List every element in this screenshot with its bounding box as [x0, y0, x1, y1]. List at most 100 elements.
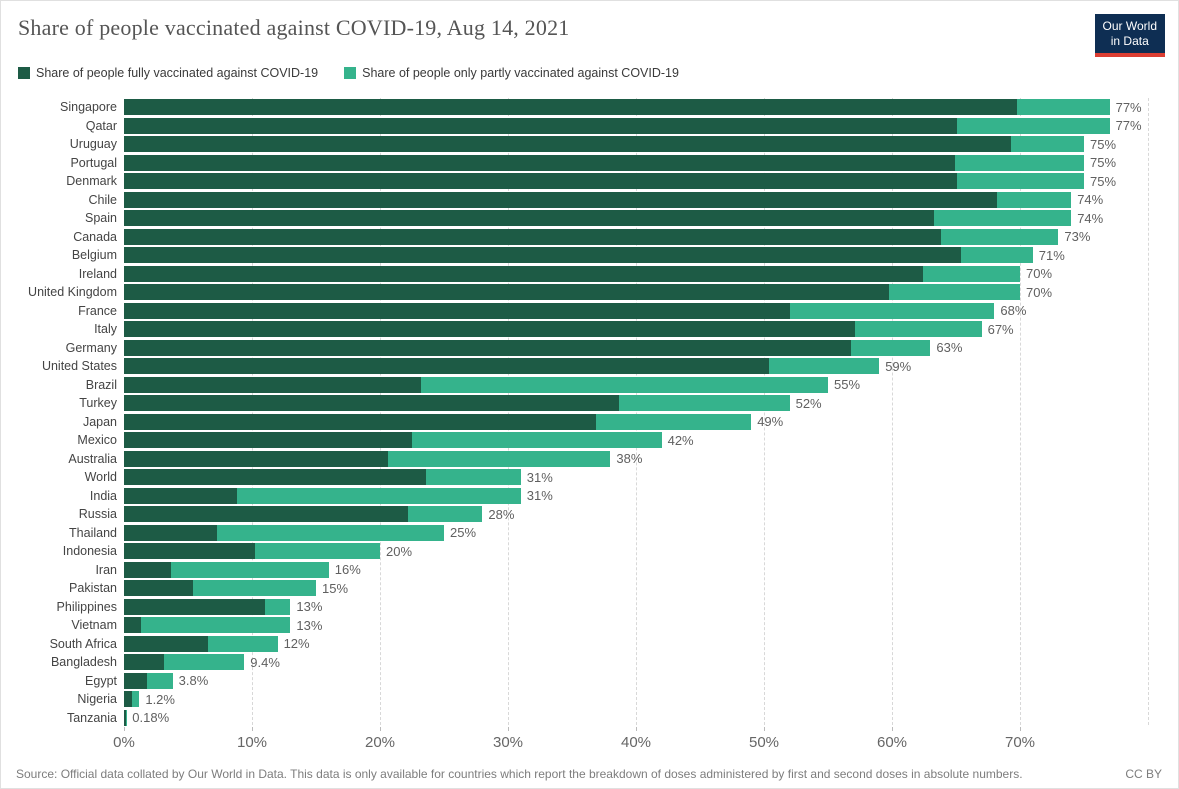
- bar-segment-partly[interactable]: [131, 691, 140, 708]
- bar-segment-fully[interactable]: [124, 561, 172, 578]
- bar-segment-partly[interactable]: [387, 450, 611, 467]
- bar-segment-partly[interactable]: [954, 154, 1084, 171]
- bar-segment-fully[interactable]: [124, 598, 265, 615]
- bar-segment-partly[interactable]: [217, 524, 444, 541]
- bar-segment-partly[interactable]: [163, 654, 245, 671]
- bar-segment-fully[interactable]: [124, 265, 923, 282]
- bar-segment-partly[interactable]: [789, 302, 995, 319]
- bar-track: 16%: [124, 561, 1178, 578]
- bar-segment-partly[interactable]: [408, 506, 483, 523]
- bar-segment-fully[interactable]: [124, 154, 955, 171]
- bar-track: 68%: [124, 302, 1178, 319]
- country-label: Turkey: [79, 396, 117, 411]
- bar-row: United States 59%: [1, 357, 1178, 376]
- bar-segment-partly[interactable]: [854, 321, 982, 338]
- country-label: Iran: [95, 562, 117, 577]
- bar-segment-fully[interactable]: [124, 635, 209, 652]
- bar-segment-fully[interactable]: [124, 358, 770, 375]
- value-label: 13%: [296, 617, 323, 633]
- bar-segment-partly[interactable]: [420, 376, 828, 393]
- bar-segment-partly[interactable]: [254, 543, 380, 560]
- bar-segment-fully[interactable]: [124, 617, 141, 634]
- bar-segment-fully[interactable]: [124, 228, 941, 245]
- bar-segment-fully[interactable]: [124, 117, 958, 134]
- license-link[interactable]: CC BY: [1125, 767, 1162, 781]
- bar-segment-fully[interactable]: [124, 247, 962, 264]
- country-label: Egypt: [85, 673, 117, 688]
- bar-segment-partly[interactable]: [961, 247, 1033, 264]
- bar-segment-partly[interactable]: [769, 358, 880, 375]
- bar-segment-partly[interactable]: [208, 635, 278, 652]
- axis-tick: [124, 727, 125, 731]
- bar-segment-fully[interactable]: [124, 376, 421, 393]
- value-label: 3.8%: [178, 673, 209, 689]
- bar-segment-fully[interactable]: [124, 210, 935, 227]
- x-axis: 0% 10% 20% 30% 40% 50% 60% 70%: [1, 727, 1178, 757]
- bar-row: France 68%: [1, 302, 1178, 321]
- bar-segment-fully[interactable]: [124, 173, 958, 190]
- bar-segment-fully[interactable]: [124, 191, 997, 208]
- bar-track: 20%: [124, 543, 1178, 560]
- bar-segment-fully[interactable]: [124, 524, 218, 541]
- bar-segment-partly[interactable]: [171, 561, 329, 578]
- bar-segment-partly[interactable]: [264, 598, 291, 615]
- country-label: Tanzania: [66, 710, 117, 725]
- bar-segment-partly[interactable]: [619, 395, 790, 412]
- bar-segment-partly[interactable]: [596, 413, 752, 430]
- bar-track: 3.8%: [124, 672, 1178, 689]
- bar-segment-partly[interactable]: [957, 173, 1084, 190]
- country-label: Brazil: [85, 377, 117, 392]
- bar-segment-partly[interactable]: [412, 432, 662, 449]
- bar-segment-fully[interactable]: [124, 413, 597, 430]
- axis-tick-label: 20%: [364, 734, 396, 751]
- bar-segment-partly[interactable]: [934, 210, 1072, 227]
- bar-segment-fully[interactable]: [124, 432, 412, 449]
- bar-segment-fully[interactable]: [124, 709, 126, 726]
- bar-segment-partly[interactable]: [1017, 99, 1110, 116]
- bar-segment-partly[interactable]: [426, 469, 521, 486]
- bar-segment-fully[interactable]: [124, 580, 194, 597]
- bar-segment-fully[interactable]: [124, 691, 132, 708]
- owid-logo[interactable]: Our World in Data: [1094, 14, 1165, 57]
- bar-segment-fully[interactable]: [124, 543, 255, 560]
- bar-segment-partly[interactable]: [140, 617, 291, 634]
- country-label: Canada: [73, 229, 117, 244]
- bar-track: 52%: [124, 395, 1178, 412]
- axis-tick: [508, 727, 509, 731]
- bar-segment-partly[interactable]: [236, 487, 521, 504]
- bar-segment-fully[interactable]: [124, 395, 620, 412]
- bar-segment-partly[interactable]: [193, 580, 316, 597]
- bar-segment-partly[interactable]: [851, 339, 931, 356]
- bar-segment-fully[interactable]: [124, 339, 852, 356]
- bar-segment-fully[interactable]: [124, 469, 427, 486]
- value-label: 73%: [1064, 229, 1091, 245]
- axis-tick: [252, 727, 253, 731]
- bar-segment-fully[interactable]: [124, 654, 164, 671]
- value-label: 70%: [1025, 284, 1053, 300]
- bar-segment-fully[interactable]: [124, 506, 409, 523]
- bar-segment-partly[interactable]: [1011, 136, 1084, 153]
- bar-segment-partly[interactable]: [957, 117, 1110, 134]
- gridline-50: [764, 98, 765, 725]
- value-label: 75%: [1089, 136, 1117, 152]
- bar-segment-fully[interactable]: [124, 284, 890, 301]
- bar-segment-partly[interactable]: [147, 672, 173, 689]
- bar-segment-fully[interactable]: [124, 302, 790, 319]
- bar-segment-fully[interactable]: [124, 136, 1012, 153]
- bar-segment-fully[interactable]: [124, 99, 1018, 116]
- country-label: Portugal: [70, 155, 117, 170]
- country-label: Australia: [68, 451, 117, 466]
- bar-segment-partly[interactable]: [940, 228, 1059, 245]
- bar-segment-partly[interactable]: [922, 265, 1020, 282]
- bar-segment-partly[interactable]: [889, 284, 1020, 301]
- bar-segment-fully[interactable]: [124, 672, 148, 689]
- value-label: 75%: [1089, 155, 1117, 171]
- bar-segment-fully[interactable]: [124, 487, 237, 504]
- bar-segment-fully[interactable]: [124, 450, 388, 467]
- bar-track: 70%: [124, 265, 1178, 282]
- bar-track: 67%: [124, 321, 1178, 338]
- bar-segment-partly[interactable]: [996, 191, 1072, 208]
- value-label: 52%: [795, 395, 822, 411]
- bar-segment-fully[interactable]: [124, 321, 855, 338]
